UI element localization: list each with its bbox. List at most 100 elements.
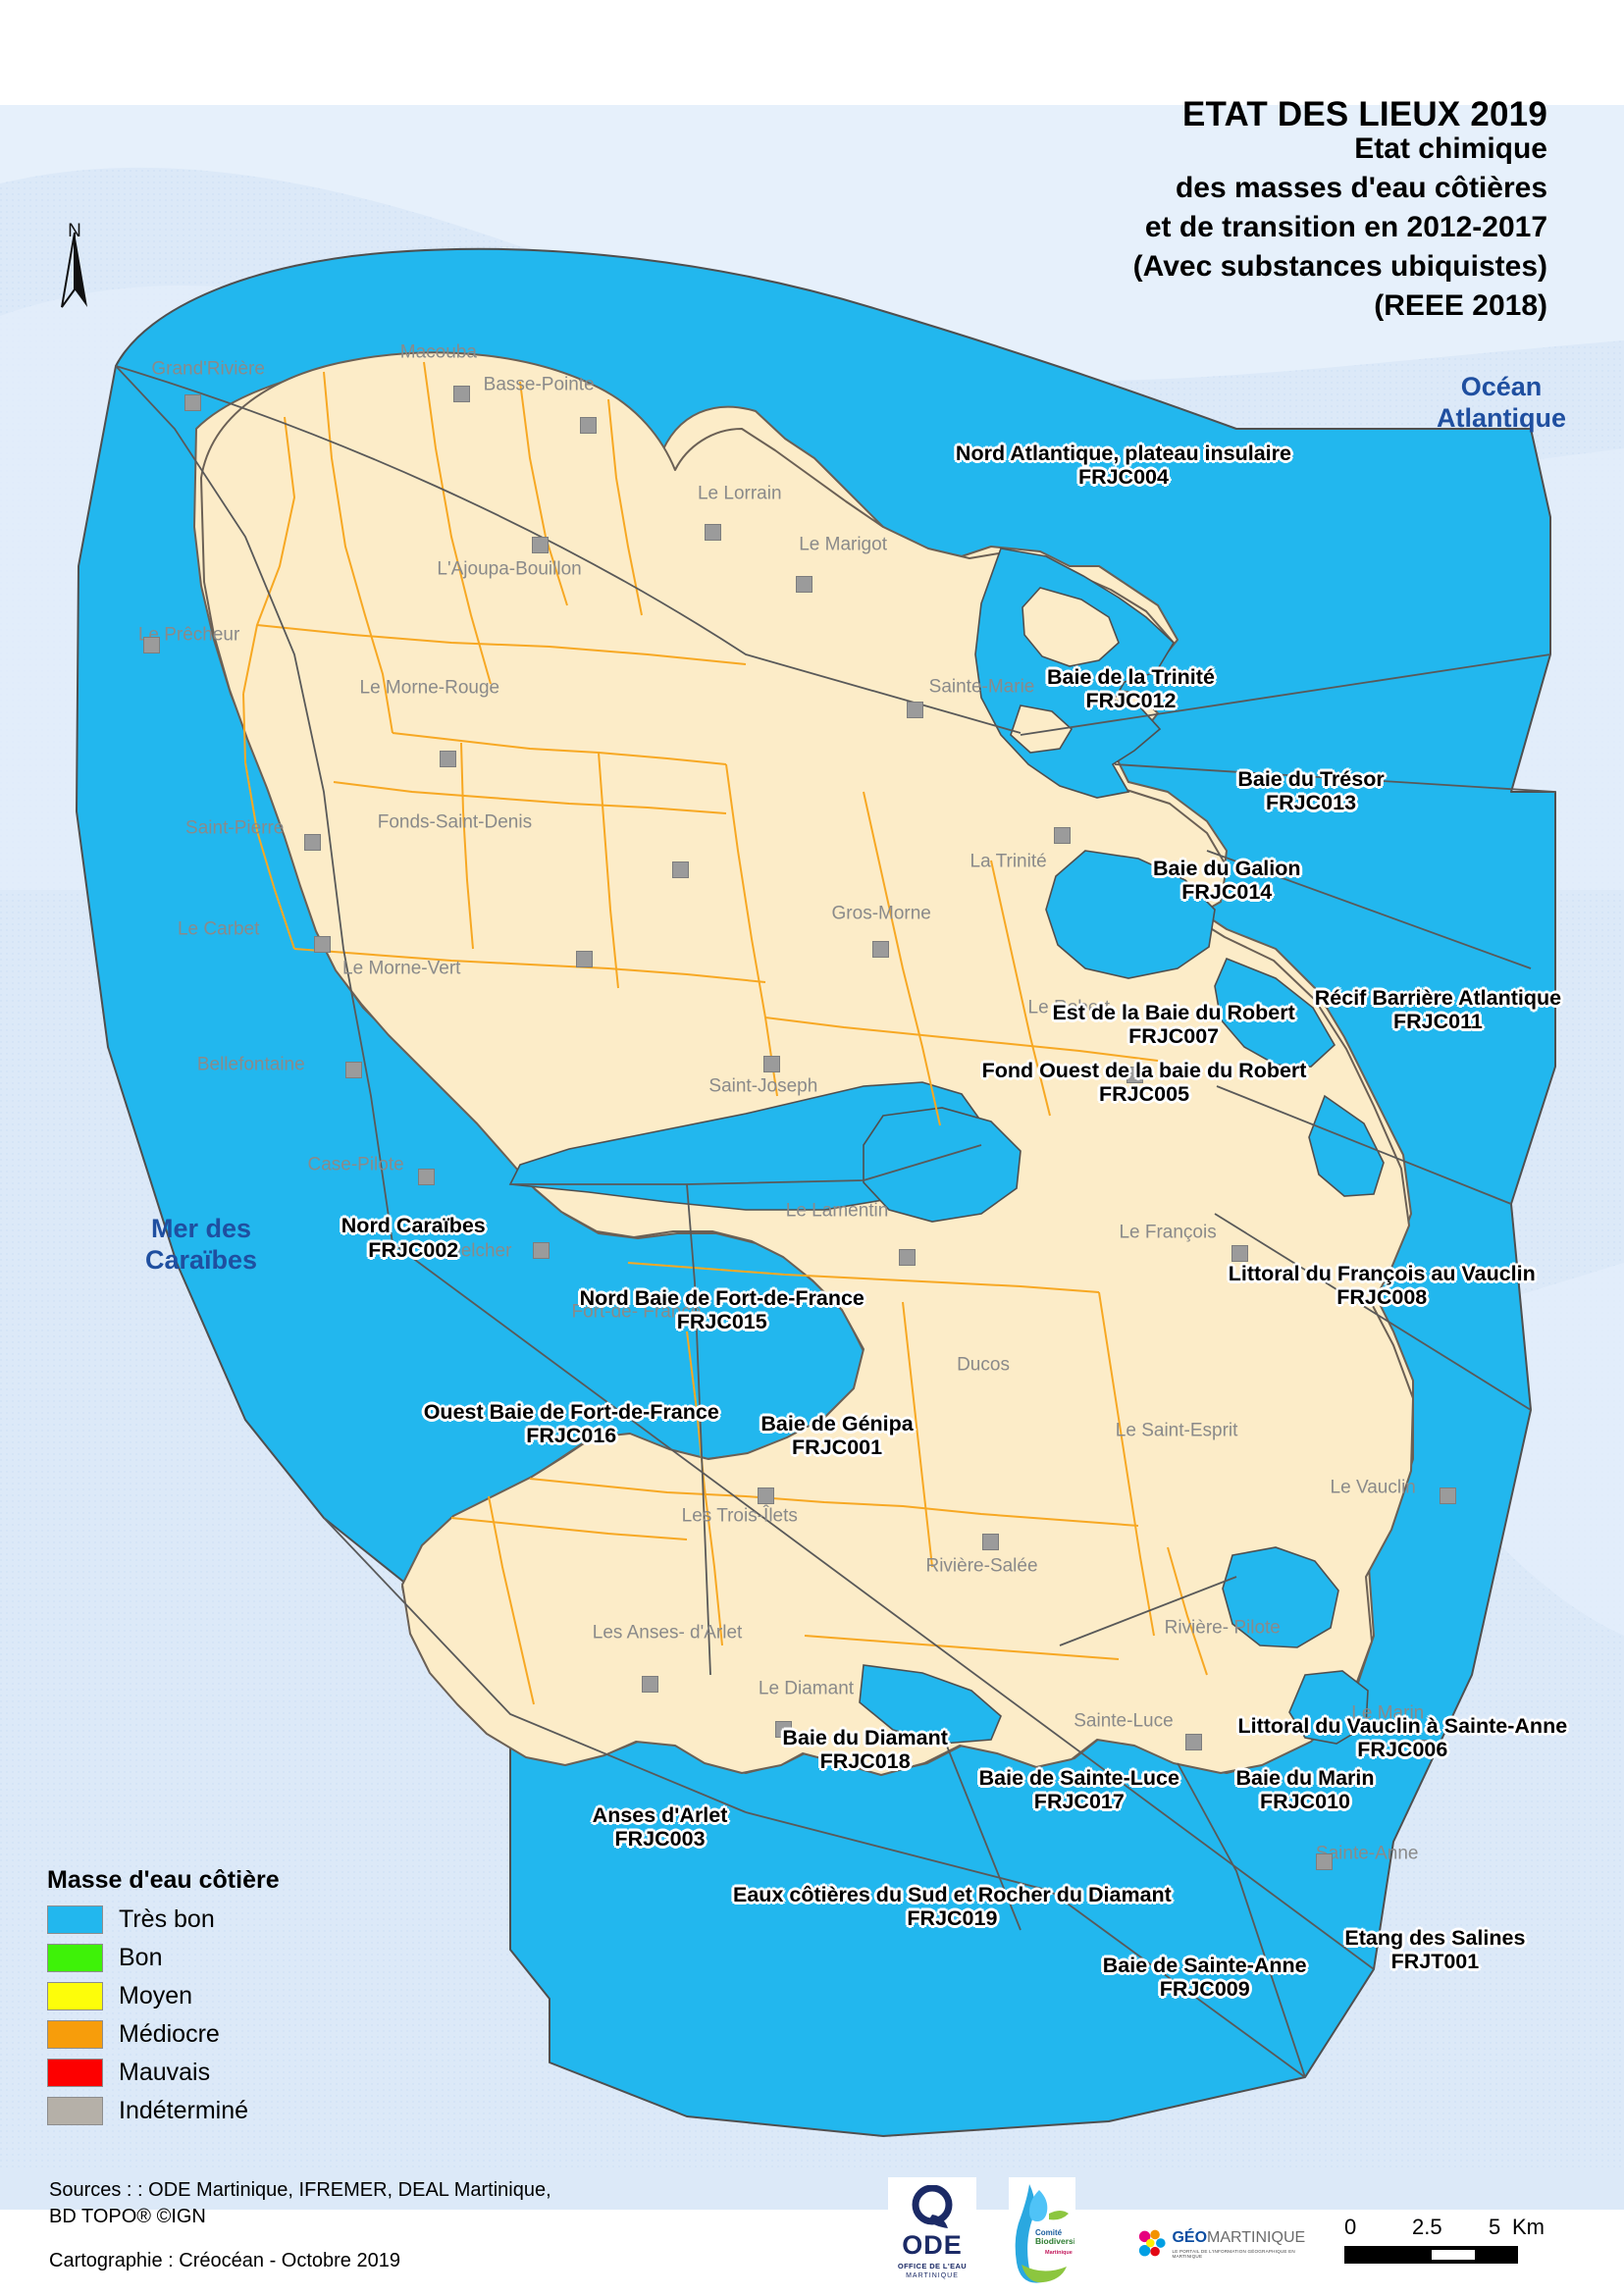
commune-marker [580,417,598,435]
comite-eau-biodiversite-logo: Comité Biodiversité Martinique [1009,2177,1075,2287]
water-body-label-frjc001: Baie de Génipa FRJC001 [760,1411,914,1459]
commune-marker [642,1676,659,1694]
commune-label: Macouba [399,341,477,363]
legend-item-1: Bon [47,1939,280,1977]
commune-label: Case-Pilote [307,1153,404,1174]
commune-label: Le Saint-Esprit [1115,1420,1238,1441]
legend-label-2: Moyen [119,1982,193,2009]
page-title: ETAT DES LIEUX 2019 [1181,95,1547,133]
commune-marker [872,940,890,958]
commune-marker [533,1241,550,1259]
water-body-label-frjc019: Eaux côtières du Sud et Rocher du Diaman… [733,1883,1172,1931]
commune-label: Rivière-Salée [925,1555,1038,1577]
commune-label: Le Marigot [799,534,887,555]
commune-marker [671,861,689,878]
commune-label: Le Vauclin [1330,1476,1416,1497]
commune-marker [1439,1487,1456,1504]
commune-label: Le Lorrain [697,483,782,504]
legend-swatch-2 [47,1982,103,2010]
legend-rows: Très bon Bon Moyen Médiocre Mauvais Indétermi… [47,1901,280,2130]
water-body-label-frjc003: Anses d'Arlet FRJC003 [592,1803,728,1852]
commune-label: Le Diamant [758,1678,855,1699]
map-canvas: N ETAT DES LIEUX 2019 Etat chimique des … [0,95,1624,2287]
commune-marker [1126,1066,1143,1083]
geo-logo-tagline: LE PORTAIL DE L'INFORMATION GÉOGRAPHIQUE… [1172,2248,1295,2259]
commune-label: Gros-Morne [831,903,931,924]
water-body-label-frjt001: Etang des Salines FRJT001 [1344,1926,1526,1974]
subtitle-line-3: et de transition en 2012-2017 [1144,211,1547,243]
water-body-label-frjc004: Nord Atlantique, plateau insulaire FRJC0… [955,441,1291,489]
subtitle-line-1: Etat chimique [1354,132,1547,165]
water-body-label-frjc013: Baie du Trésor FRJC013 [1237,766,1385,814]
commune-marker [345,1062,363,1079]
commune-label: Le Morne-Vert [342,958,461,979]
water-body-label-frjc010: Baie du Marin FRJC010 [1235,1766,1375,1814]
water-body-label-frjc006: Littoral du Vauclin à Sainte-Anne FRJC00… [1237,1714,1568,1762]
subtitle-line-2: des masses d'eau côtières [1175,172,1547,204]
water-body-label-frjc008: Littoral du François au Vauclin FRJC008 [1228,1261,1536,1309]
legend-swatch-4 [47,2059,103,2087]
geo-logo-word2: MARTINIQUE [1207,2228,1306,2246]
water-body-label-frjc015: Nord Baie de Fort-de-France FRJC015 [579,1285,864,1333]
sources-line-2: BD TOPO® ©IGN [49,2206,206,2227]
sources-text: Sources : : ODE Martinique, IFREMER, DEA… [49,2177,551,2230]
legend-item-5: Indéterminé [47,2092,280,2130]
commune-marker [452,386,470,403]
commune-marker [757,1487,774,1504]
commune-label: Ducos [957,1354,1010,1376]
commune-marker [417,1168,435,1185]
commune-label: Les Anses- d'Arlet [592,1623,743,1644]
water-body-label-frjc018: Baie du Diamant FRJC018 [782,1725,948,1773]
subtitle-line-5: (REEE 2018) [1374,289,1547,322]
legend-title: Masse d'eau côtière [47,1866,280,1894]
commune-label: Le Lamentin [785,1200,889,1222]
water-body-label-frjc005: Fond Ouest de la baie du Robert FRJC005 [981,1058,1307,1106]
water-body-label-frjc016: Ouest Baie de Fort-de-France FRJC016 [423,1399,719,1447]
ode-logo-sub2: MARTINIQUE [906,2272,959,2279]
legend-item-4: Mauvais [47,2054,280,2092]
commune-label: Saint-Joseph [708,1075,818,1097]
commune-marker [440,750,457,767]
scale-ticks: 0 2.5 5 Km [1344,2215,1545,2242]
commune-label: Le François [1119,1221,1217,1242]
water-body-label-frjc011: Récif Barrière Atlantique FRJC011 [1314,986,1562,1034]
north-arrow-icon [61,232,87,308]
scale-unit: Km [1512,2215,1545,2239]
water-body-label-frjc014: Baie du Galion FRJC014 [1153,857,1301,905]
commune-marker [762,1056,780,1073]
commune-label: Le Prêcheur [137,624,240,646]
commune-label: Basse-Pointe [483,374,595,395]
commune-marker [899,1249,917,1267]
commune-marker [314,936,332,954]
commune-marker [704,524,721,542]
legend-label-4: Mauvais [119,2059,211,2086]
legend-swatch-5 [47,2097,103,2125]
commune-label: Fort-de- France [571,1301,702,1323]
commune-label: Sainte-Anne [1315,1843,1419,1864]
legend-item-2: Moyen [47,1977,280,2015]
water-body-label-frjc009: Baie de Sainte-Anne FRJC009 [1102,1954,1307,2002]
legend-label-5: Indéterminé [119,2097,249,2124]
north-arrow-label: N [68,221,81,241]
water-body-label-frjc007: Est de la Baie du Robert FRJC007 [1052,1000,1295,1048]
commune-label: Le Carbet [177,918,260,940]
svg-text:Martinique: Martinique [1045,2250,1073,2256]
scale-tick-1: 2.5 [1412,2215,1442,2239]
commune-label: Fonds-Saint-Denis [377,811,533,833]
svg-text:Biodiversité: Biodiversité [1035,2236,1074,2246]
commune-marker [531,537,549,554]
commune-label: Bellefontaine [196,1054,305,1075]
geomartinique-logo: GÉO MARTINIQUE LE PORTAIL DE L'INFORMATI… [1136,2217,1320,2271]
legend-item-0: Très bon [47,1901,280,1939]
legend-item-3: Médiocre [47,2015,280,2054]
subtitle-line-4: (Avec substances ubiquistes) [1132,250,1547,283]
ode-logo: ODE OFFICE DE L'EAU MARTINIQUE [888,2177,976,2287]
commune-marker [303,834,321,852]
cartography-credit: Cartographie : Créocéan - Octobre 2019 [49,2250,400,2271]
commune-marker [575,951,593,968]
commune-marker [184,393,202,411]
commune-label: Sainte-Marie [928,676,1035,698]
sources-line-1: Sources : : ODE Martinique, IFREMER, DEA… [49,2179,551,2201]
ode-logo-sub: OFFICE DE L'EAU [897,2262,968,2270]
svg-text:Comité: Comité [1035,2228,1063,2237]
